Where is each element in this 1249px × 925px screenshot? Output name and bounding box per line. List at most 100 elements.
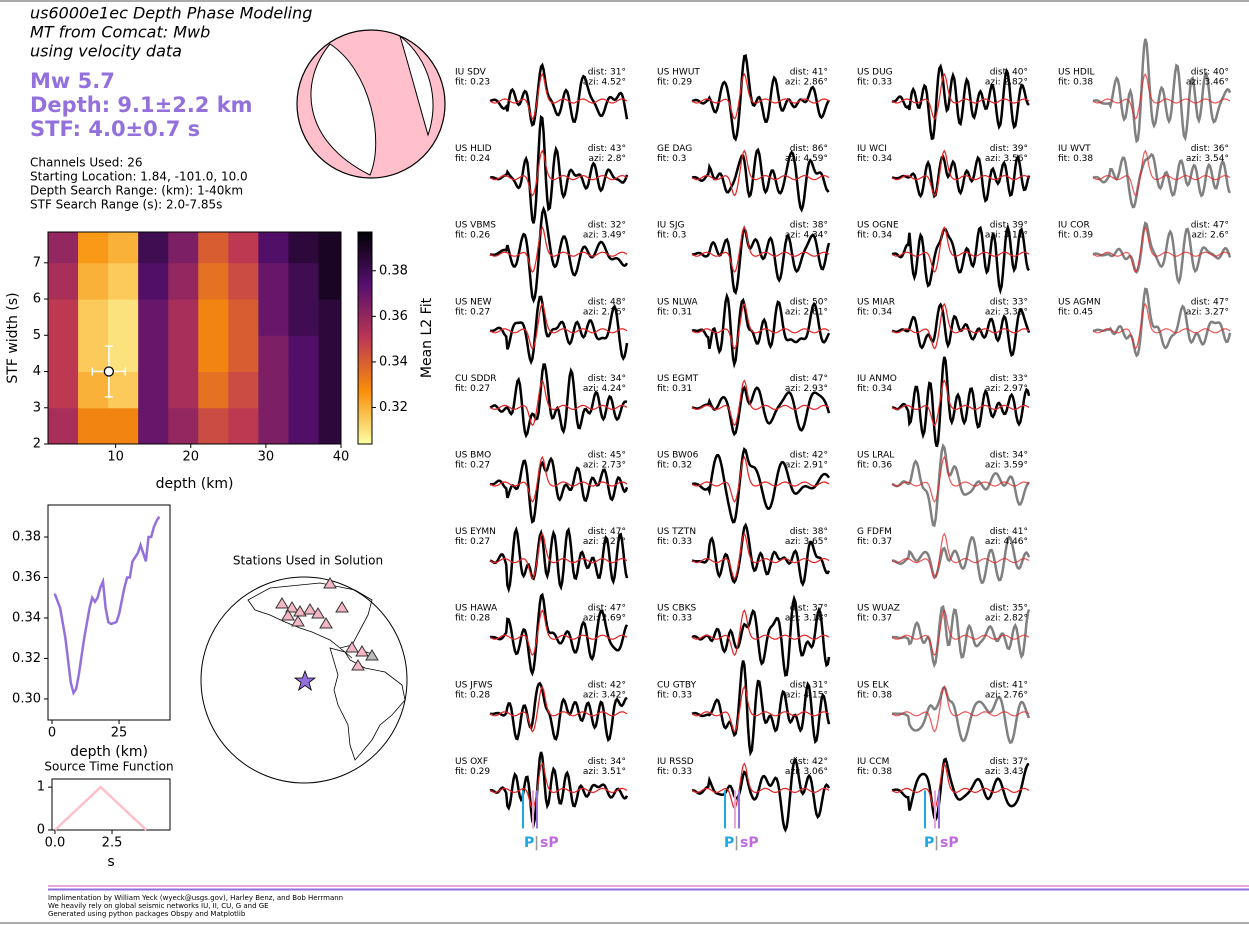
station-fit: fit: 0.33 xyxy=(657,767,692,777)
station-name: US WUAZ xyxy=(857,604,900,614)
phase-label-p: P xyxy=(924,835,934,851)
station-name: IU WCI xyxy=(857,144,887,154)
station-fit: fit: 0.33 xyxy=(657,537,692,547)
station-azimuth: azi: 4.52° xyxy=(583,78,626,88)
line-series xyxy=(54,785,148,831)
station-azimuth: azi: 2.76° xyxy=(583,307,626,317)
station-distance: dist: 39° xyxy=(990,144,1028,154)
synthetic-waveform xyxy=(489,302,628,350)
station-name: US NLWA xyxy=(657,297,698,307)
phase-labels: P | sP P | sP P | sP xyxy=(524,835,959,851)
heatmap-cell xyxy=(258,299,289,336)
station-fit: fit: 0.3 xyxy=(657,154,686,164)
heatmap-cell xyxy=(138,262,169,300)
station-name: CU SDDR xyxy=(455,374,497,384)
station-name: US ELK xyxy=(857,680,890,690)
observed-waveform xyxy=(891,63,1030,141)
x-axis-label: s xyxy=(107,854,114,870)
observed-waveform xyxy=(891,223,1030,295)
station-fit: fit: 0.32 xyxy=(657,461,692,471)
station-name: IU SDV xyxy=(455,68,487,78)
observed-waveform xyxy=(891,153,1031,204)
heatmap-cell xyxy=(48,299,79,336)
station-fit: fit: 0.28 xyxy=(455,614,490,624)
station-marker xyxy=(303,603,317,615)
heatmap-cell xyxy=(48,232,79,264)
observed-waveform xyxy=(891,685,1031,745)
synthetic-waveform xyxy=(891,72,1030,120)
observed-waveform xyxy=(891,757,1030,822)
station-name: US EYMN xyxy=(455,527,496,537)
x-tick-label: 0 xyxy=(48,726,56,741)
station-fit: fit: 0.33 xyxy=(657,614,692,624)
station-distance: dist: 33° xyxy=(990,374,1028,384)
station-azimuth: azi: 3.59° xyxy=(985,461,1028,471)
heatmap-cell xyxy=(48,371,79,409)
x-tick-label: 0.0 xyxy=(45,836,66,851)
station-distance: dist: 37° xyxy=(790,604,828,614)
heatmap-cell xyxy=(198,335,229,373)
station-fit: fit: 0.24 xyxy=(455,154,490,164)
synthetic-waveform xyxy=(891,455,1030,503)
x-tick-label: 30 xyxy=(258,450,275,465)
synthetic-waveform xyxy=(1092,72,1231,120)
station-azimuth: azi: 3.18° xyxy=(785,614,828,624)
synthetic-waveform xyxy=(691,149,830,197)
coastline xyxy=(247,582,373,649)
observed-waveform xyxy=(489,751,629,829)
station-fit: fit: 0.27 xyxy=(455,537,490,547)
station-azimuth: azi: 3.46° xyxy=(1186,78,1229,88)
summary-line: STF: 4.0±0.7 s xyxy=(30,117,200,141)
beachball-quadrant xyxy=(399,34,434,137)
observed-waveform xyxy=(489,62,629,128)
station-distance: dist: 50° xyxy=(790,297,828,307)
heatmap-cell xyxy=(78,407,109,444)
station-distance: dist: 41° xyxy=(790,68,828,78)
heatmap-cell xyxy=(288,232,319,264)
synthetic-waveform xyxy=(1092,302,1231,350)
axes-frame xyxy=(51,778,171,831)
observed-waveform xyxy=(691,594,831,677)
summary-block: Mw 5.7 Depth: 9.1±2.2 km STF: 4.0±0.7 s xyxy=(30,69,253,141)
station-azimuth: azi: 3.43° xyxy=(985,767,1028,777)
station-azimuth: azi: 2.69° xyxy=(583,614,626,624)
station-fit: fit: 0.37 xyxy=(857,614,892,624)
heatmap-cell xyxy=(138,407,169,444)
colorbar xyxy=(357,231,373,445)
y-tick-label: 4 xyxy=(33,364,41,379)
heatmap-cell xyxy=(48,262,79,300)
x-tick-label: 25 xyxy=(111,726,128,741)
heatmap-cell xyxy=(138,299,169,336)
station-name: US BMO xyxy=(455,451,491,461)
station-name: US EGMT xyxy=(657,374,699,384)
synthetic-waveform xyxy=(891,226,1030,273)
map-title: Stations Used in Solution xyxy=(233,554,383,568)
station-fit: fit: 0.38 xyxy=(857,690,892,700)
station-fit: fit: 0.34 xyxy=(857,307,892,317)
heatmap-cell xyxy=(168,299,199,336)
phase-label-sp: sP xyxy=(740,835,759,851)
station-distance: dist: 36° xyxy=(1191,144,1229,154)
y-tick-label: 0.32 xyxy=(12,651,41,666)
colorbar-label: Mean L2 Fit xyxy=(419,297,435,378)
synthetic-waveform xyxy=(691,762,830,810)
synthetic-waveform xyxy=(489,455,628,503)
station-name: US AGMN xyxy=(1058,297,1101,307)
station-fit: fit: 0.39 xyxy=(1058,231,1093,241)
station-name: US VBMS xyxy=(455,221,496,231)
station-marker xyxy=(323,577,337,589)
heatmap-cell xyxy=(198,232,229,264)
